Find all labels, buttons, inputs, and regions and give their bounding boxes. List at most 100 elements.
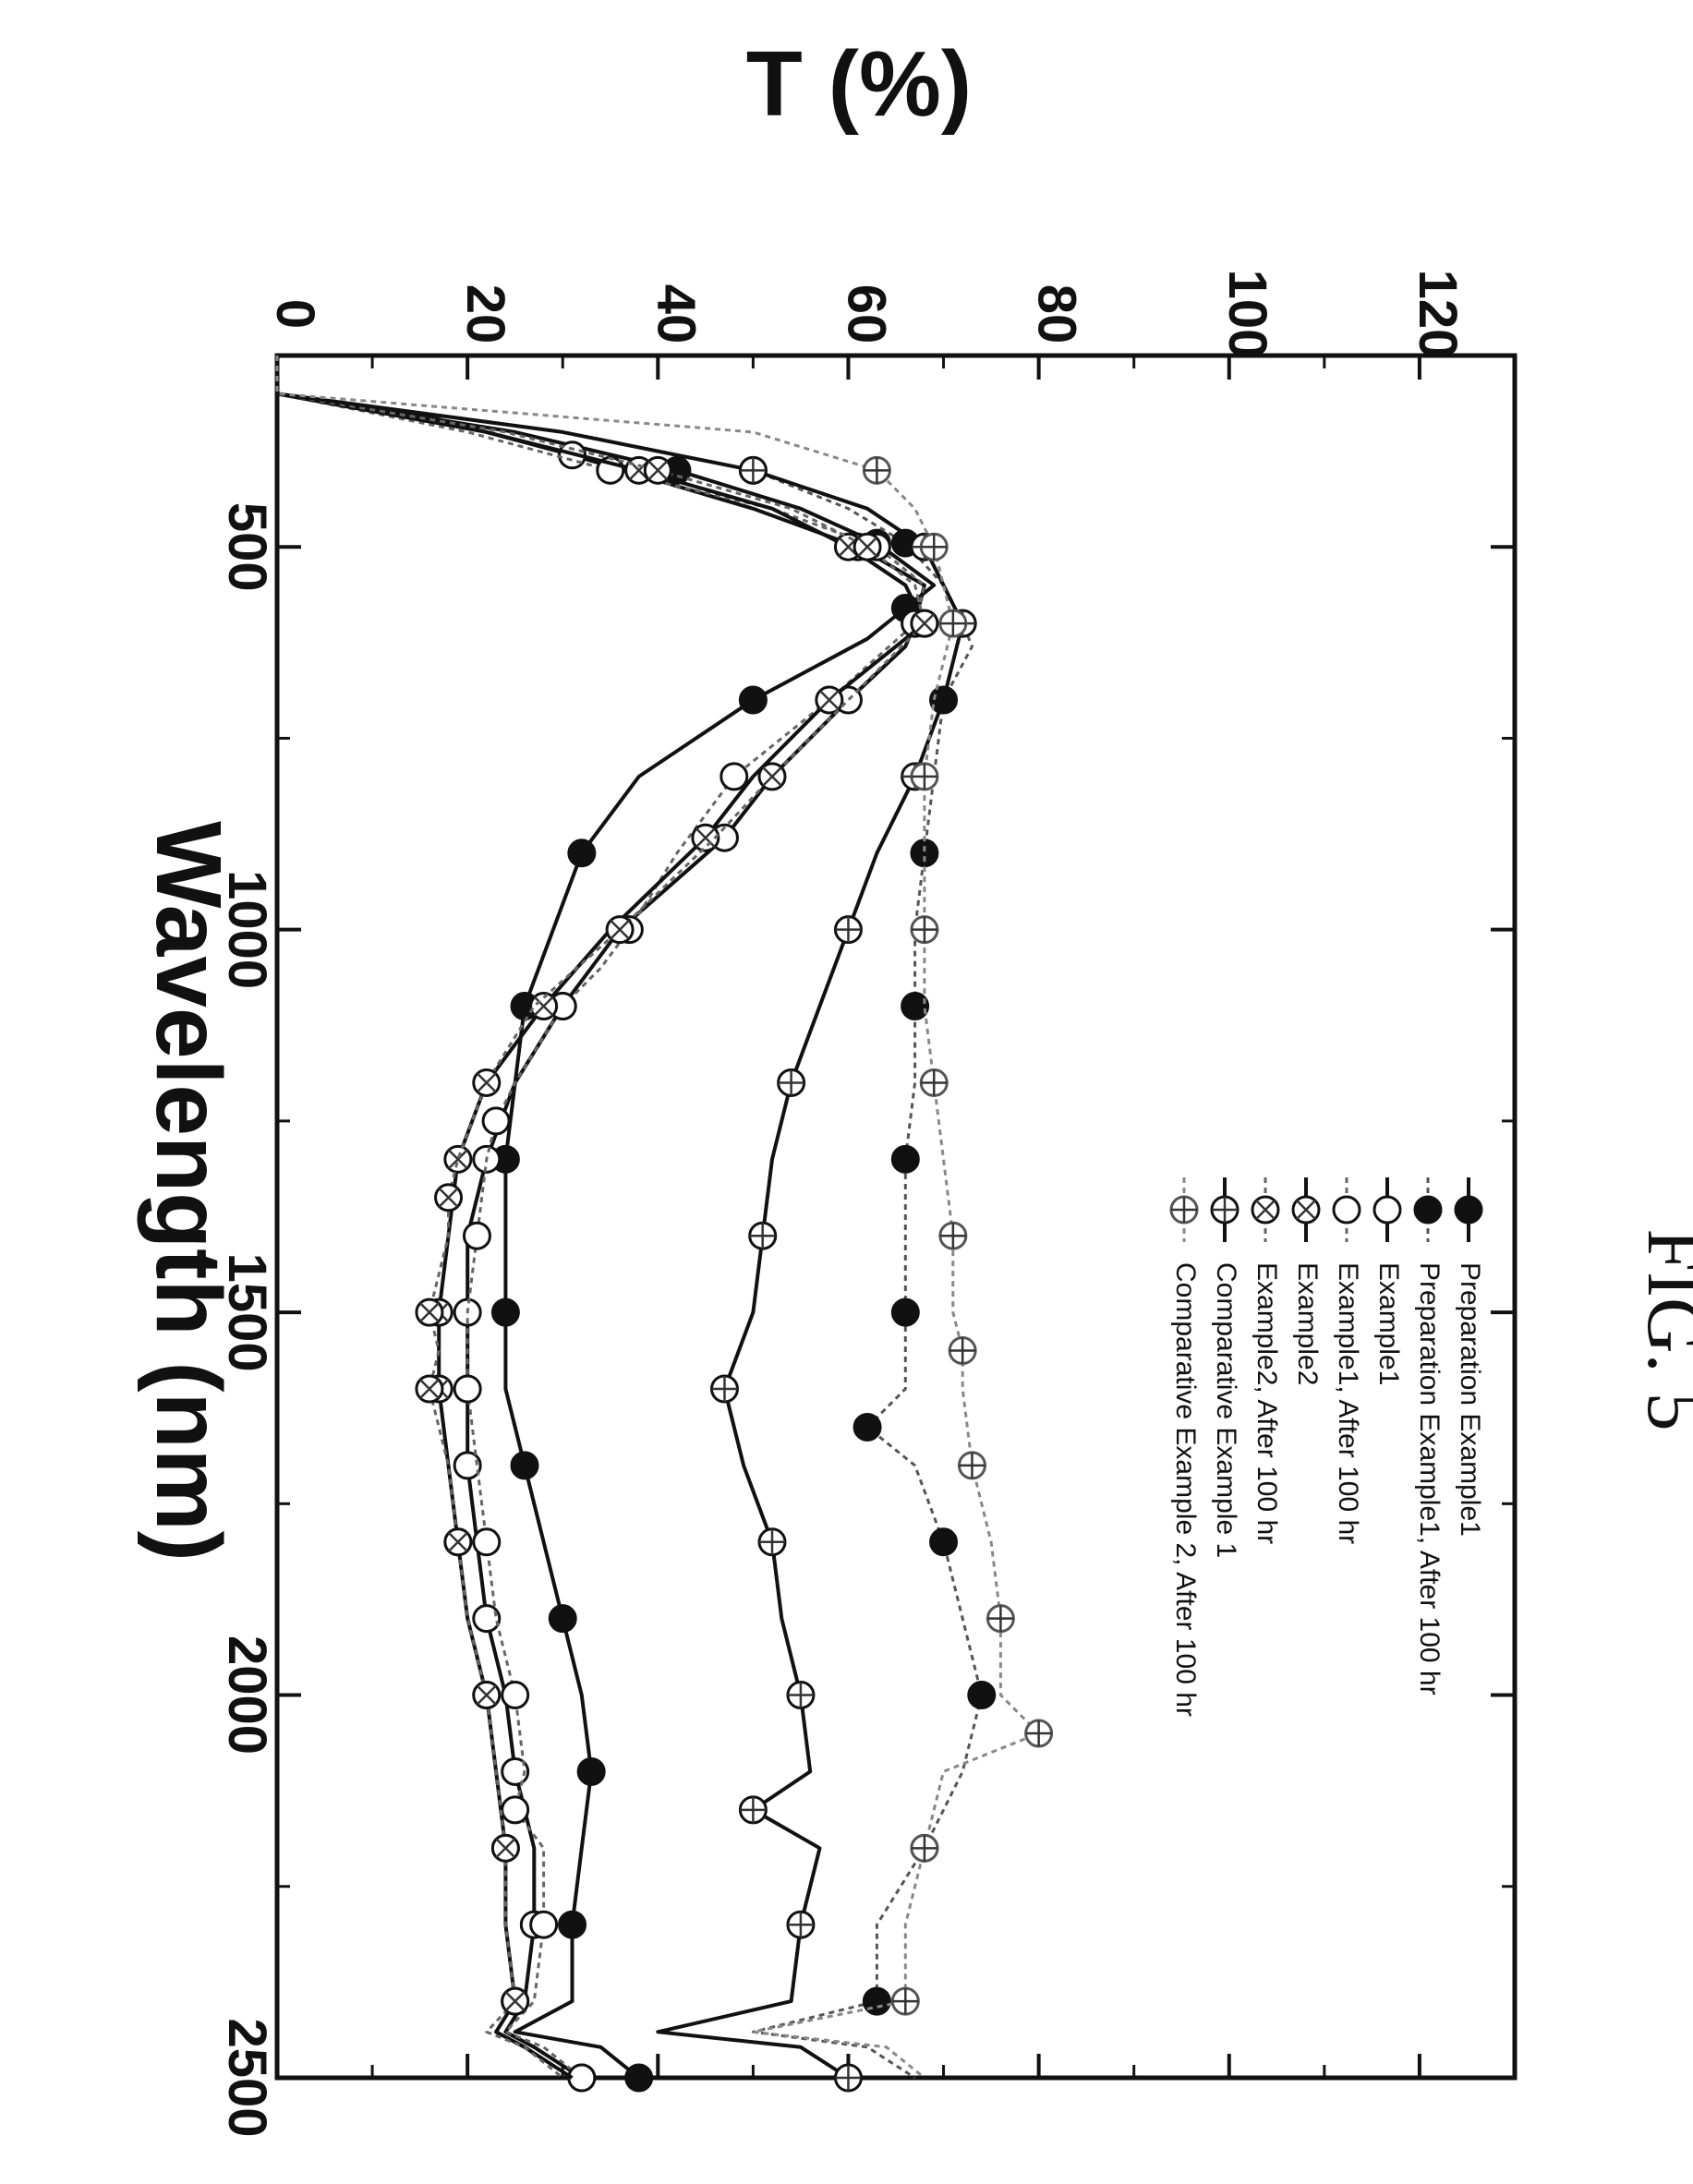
data-point-d2 xyxy=(447,1149,468,1170)
plot-area: 0 20 40 60 80 100 120 500 1000 1500 2000 2500 xyxy=(217,270,1518,2138)
series-line xyxy=(275,356,926,2080)
data-point xyxy=(901,992,930,1021)
series-line xyxy=(275,356,937,2080)
legend-marker-d2 xyxy=(1255,1200,1276,1220)
legend-entry-4: Example2 xyxy=(1291,1177,1323,1385)
data-point-d2 xyxy=(610,919,631,940)
data-point xyxy=(490,1297,520,1327)
data-point xyxy=(853,1412,882,1442)
series-6 xyxy=(275,356,977,2093)
data-point xyxy=(548,1604,577,1634)
legend-entry-7: Comparative Example 2, After 100 hr xyxy=(1169,1177,1201,1717)
series-line xyxy=(275,356,984,2080)
data-point-d2 xyxy=(913,613,935,634)
legend-label: Example2 xyxy=(1292,1262,1323,1385)
data-point xyxy=(481,1106,511,1136)
data-point xyxy=(624,2063,654,2093)
data-point-d2 xyxy=(418,1379,440,1399)
legend-entry-2: Example1 xyxy=(1373,1177,1404,1385)
x-tick-label: 1000 xyxy=(217,870,277,989)
plot-frame xyxy=(274,353,1518,2081)
y-axis-title: T (%) xyxy=(746,32,972,136)
y-tick-label: 80 xyxy=(1027,284,1087,344)
legend-label: Comparative Example 1 xyxy=(1211,1262,1241,1558)
y-tick-label: 0 xyxy=(265,299,325,329)
legend: Preparation Example1 Preparation Example1… xyxy=(1169,1177,1485,1717)
series-line xyxy=(275,356,926,2080)
data-point xyxy=(472,1527,502,1557)
series-4 xyxy=(275,356,939,2080)
legend-entry-3: Example1, After 100 hr xyxy=(1332,1177,1363,1544)
data-point xyxy=(462,1221,491,1250)
data-point-d2 xyxy=(495,1838,516,1859)
data-point xyxy=(890,1297,920,1327)
data-point xyxy=(929,1527,959,1557)
y-tick-label: 40 xyxy=(646,284,706,344)
x-axis-title: Wavelength (nm) xyxy=(137,821,240,1562)
data-point-d2 xyxy=(418,1302,440,1323)
y-tick-label: 120 xyxy=(1408,270,1468,359)
data-point xyxy=(453,1374,482,1404)
series-1 xyxy=(275,356,997,2080)
series-line xyxy=(275,356,926,2080)
y-tick-label: 100 xyxy=(1217,270,1277,359)
legend-entry-5: Example2, After 100 hr xyxy=(1251,1177,1282,1544)
data-point-d2 xyxy=(533,995,554,1017)
data-point xyxy=(567,2063,597,2093)
legend-label: Example2, After 100 hr xyxy=(1252,1262,1282,1544)
legend-marker xyxy=(1413,1195,1443,1225)
legend-entry-0: Preparation Example1 xyxy=(1454,1177,1485,1537)
series-5 xyxy=(275,356,939,2080)
data-point xyxy=(472,1604,502,1634)
legend-marker-d2 xyxy=(1296,1200,1316,1220)
data-point xyxy=(501,1756,530,1786)
x-tick-label: 1500 xyxy=(217,1253,277,1372)
legend-label: Example1, After 100 hr xyxy=(1333,1262,1363,1544)
data-point-d2 xyxy=(695,827,716,849)
legend-entry-1: Preparation Example1, After 100 hr xyxy=(1413,1177,1445,1695)
data-point xyxy=(501,1795,530,1825)
legend-label: Comparative Example 2, After 100 hr xyxy=(1170,1262,1201,1717)
legend-entry-6: Comparative Example 1 xyxy=(1210,1177,1241,1558)
legend-label: Preparation Example1, After 100 hr xyxy=(1414,1262,1445,1695)
data-point xyxy=(967,1681,997,1710)
data-point-d2 xyxy=(647,460,669,481)
series-line xyxy=(275,356,926,2080)
data-point-d2 xyxy=(476,1072,497,1093)
figure-title: FIG. 5 xyxy=(1631,1228,1693,1430)
data-point xyxy=(576,1756,606,1786)
x-tick-label: 500 xyxy=(217,502,277,592)
data-point-d2 xyxy=(447,1531,468,1552)
data-point xyxy=(558,1910,587,1939)
data-point-d2 xyxy=(857,537,878,558)
legend-marker xyxy=(1454,1195,1483,1225)
legend-label: Preparation Example1 xyxy=(1455,1262,1485,1537)
legend-marker xyxy=(1332,1195,1361,1225)
data-point xyxy=(862,1986,891,2016)
y-tick-label: 60 xyxy=(836,284,896,344)
data-point xyxy=(510,1451,539,1480)
data-point xyxy=(567,839,597,868)
x-tick-label: 2000 xyxy=(217,1635,277,1755)
series-7 xyxy=(275,356,1054,2080)
series-3 xyxy=(275,356,930,2093)
data-point-d2 xyxy=(762,766,782,787)
data-point xyxy=(738,685,768,715)
data-point-d2 xyxy=(476,1684,497,1706)
data-point xyxy=(910,839,939,868)
series-2 xyxy=(275,356,930,2093)
legend-marker xyxy=(1373,1195,1402,1225)
data-point xyxy=(501,1681,530,1710)
x-tick-label: 2500 xyxy=(217,2018,277,2137)
data-point xyxy=(720,762,749,791)
series-0 xyxy=(275,356,937,2093)
data-point xyxy=(529,1910,559,1939)
data-point-d2 xyxy=(504,1991,526,2012)
data-point xyxy=(890,1144,920,1174)
y-tick-label: 20 xyxy=(455,284,515,344)
data-point-d2 xyxy=(818,690,840,710)
data-point-d2 xyxy=(438,1187,459,1208)
series-line xyxy=(275,356,965,2080)
legend-label: Example1 xyxy=(1373,1262,1404,1385)
